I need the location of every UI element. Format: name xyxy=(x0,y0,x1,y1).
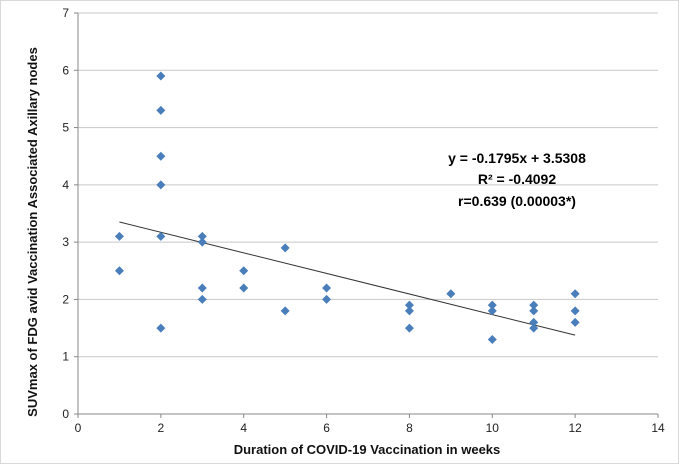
data-point xyxy=(529,300,539,310)
y-axis-ticks: 0 1 2 3 4 5 6 7 xyxy=(62,6,78,421)
x-tick-label: 10 xyxy=(486,421,500,435)
x-tick-label: 12 xyxy=(568,421,582,435)
x-tick-label: 0 xyxy=(75,421,82,435)
data-point xyxy=(446,289,456,299)
y-tick-label: 7 xyxy=(62,6,69,20)
x-axis-title: Duration of COVID-19 Vaccination in week… xyxy=(234,442,501,457)
data-point xyxy=(156,180,166,190)
y-tick-label: 6 xyxy=(62,63,69,77)
data-point xyxy=(239,283,249,293)
data-point xyxy=(404,300,414,310)
y-tick-label: 2 xyxy=(62,292,69,306)
x-tick-label: 4 xyxy=(240,421,247,435)
data-point xyxy=(114,231,124,241)
data-point xyxy=(487,300,497,310)
y-tick-label: 0 xyxy=(62,407,69,421)
data-point xyxy=(487,306,497,316)
trendline xyxy=(119,221,576,336)
x-tick-label: 2 xyxy=(158,421,165,435)
data-point xyxy=(529,306,539,316)
data-point xyxy=(404,323,414,333)
data-point xyxy=(197,237,207,247)
x-axis-ticks: 0 2 4 6 8 10 12 14 xyxy=(75,414,665,435)
data-point xyxy=(197,283,207,293)
data-point xyxy=(280,243,290,253)
data-point xyxy=(114,266,124,276)
data-point xyxy=(156,231,166,241)
data-point xyxy=(404,306,414,316)
data-point xyxy=(197,231,207,241)
gridlines xyxy=(78,12,658,358)
data-point xyxy=(156,323,166,333)
data-point xyxy=(156,105,166,115)
data-point xyxy=(280,306,290,316)
data-point xyxy=(156,151,166,161)
x-tick-label: 6 xyxy=(323,421,330,435)
data-point xyxy=(239,266,249,276)
y-axis-title: SUVmax of FDG avid Vaccination Associate… xyxy=(25,47,40,417)
y-tick-label: 1 xyxy=(62,350,69,364)
data-point xyxy=(487,335,497,345)
y-tick-label: 3 xyxy=(62,235,69,249)
x-tick-label: 14 xyxy=(651,421,665,435)
data-points xyxy=(114,71,580,345)
data-point xyxy=(156,71,166,81)
y-tick-label: 5 xyxy=(62,121,69,135)
data-point xyxy=(322,283,332,293)
data-point xyxy=(529,323,539,333)
x-tick-label: 8 xyxy=(406,421,413,435)
data-point xyxy=(529,317,539,327)
data-point xyxy=(570,306,580,316)
data-point xyxy=(570,317,580,327)
y-tick-label: 4 xyxy=(62,178,69,192)
data-point xyxy=(197,294,207,304)
equation-label: y = -0.1795x + 3.5308 xyxy=(448,150,586,166)
r-squared-label: R² = -0.4092 xyxy=(478,171,556,187)
data-point xyxy=(570,289,580,299)
correlation-label: r=0.639 (0.00003*) xyxy=(458,193,576,209)
data-point xyxy=(322,294,332,304)
